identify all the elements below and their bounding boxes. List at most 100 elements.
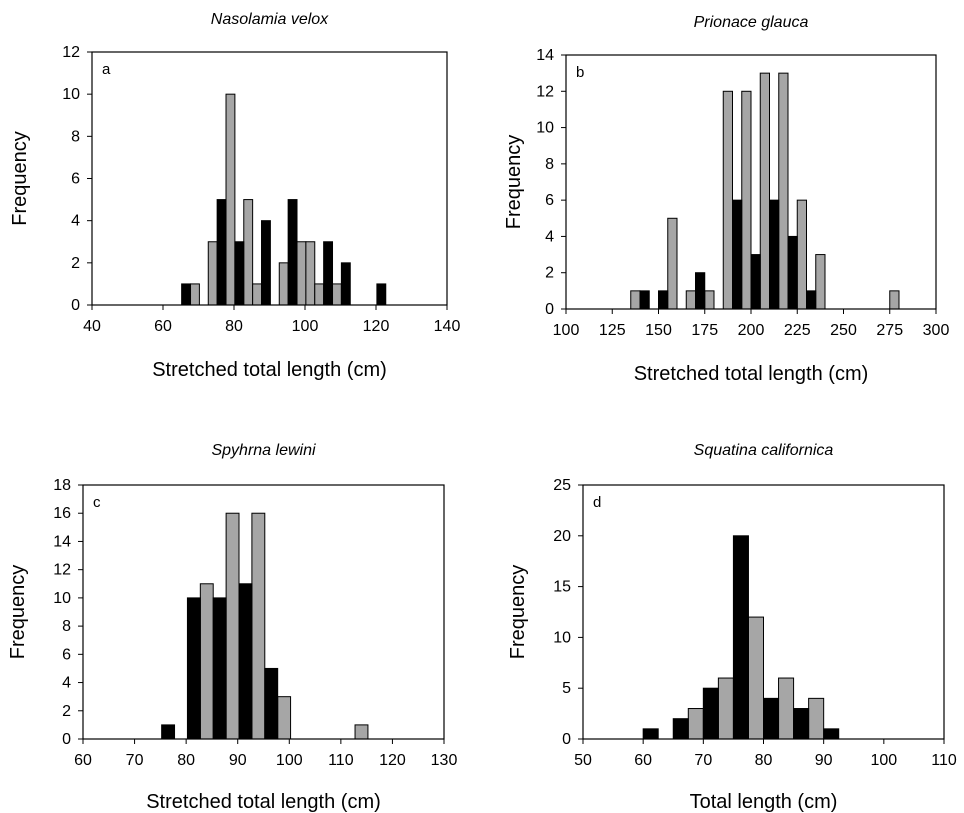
histogram-bar: [815, 254, 826, 310]
histogram-bar: [186, 597, 201, 740]
histogram-bar: [672, 718, 689, 740]
histogram-bar: [808, 697, 825, 740]
histogram-bar: [252, 283, 263, 306]
y-tick-label: 8: [62, 618, 71, 635]
y-tick-label: 5: [562, 680, 571, 697]
histogram-bar: [190, 283, 200, 306]
histogram-bar: [243, 199, 254, 306]
y-tick-label: 2: [545, 265, 554, 282]
histogram-bar: [354, 724, 369, 740]
histogram-bar: [823, 728, 840, 740]
histogram-bar: [264, 667, 279, 740]
x-tick-label: 225: [784, 322, 811, 339]
x-tick-label: 100: [276, 752, 303, 769]
x-tick-label: 130: [431, 752, 458, 769]
y-tick-label: 14: [536, 47, 554, 64]
panel-letter: b: [576, 64, 584, 81]
histogram-bar: [332, 283, 342, 306]
histogram-bar: [732, 535, 749, 740]
histogram-bar: [769, 199, 780, 310]
y-tick-label: 10: [62, 86, 80, 103]
histogram-bar: [216, 199, 227, 306]
y-tick-label: 20: [553, 528, 571, 545]
y-tick-label: 2: [71, 255, 80, 272]
histogram-bar: [340, 262, 351, 306]
histogram-bar: [287, 199, 298, 306]
histogram-bar: [376, 283, 387, 306]
y-tick-label: 0: [562, 731, 571, 748]
histogram-bar: [695, 272, 706, 310]
histogram-bar: [639, 290, 650, 310]
histogram-bar: [732, 199, 743, 310]
x-axis-label: Stretched total length (cm): [634, 363, 869, 385]
x-tick-label: 110: [931, 752, 957, 769]
y-tick-label: 0: [71, 297, 80, 314]
x-tick-label: 100: [553, 322, 580, 339]
x-tick-label: 125: [599, 322, 626, 339]
chart-panel-c: Spyhrna lewini c 60 70 80 90 100 110 120 130 0 2 4 6 8…: [7, 442, 457, 813]
chart-title: Nasolamia velox: [211, 11, 329, 28]
x-tick-label: 120: [363, 318, 390, 335]
x-tick-label: 80: [225, 318, 243, 335]
x-tick-label: 100: [870, 752, 897, 769]
panel-letter: c: [93, 494, 101, 511]
histogram-bar: [305, 241, 316, 306]
y-tick-label: 10: [553, 629, 571, 646]
y-tick-label: 4: [62, 675, 71, 692]
x-tick-label: 80: [177, 752, 195, 769]
histogram-bar: [658, 290, 669, 310]
y-tick-label: 12: [536, 83, 554, 100]
histogram-bar: [296, 241, 307, 306]
y-tick-label: 0: [62, 731, 71, 748]
histogram-bar: [685, 290, 696, 310]
y-tick-label: 6: [545, 192, 554, 209]
histogram-bar: [278, 262, 289, 306]
chart-title: Spyhrna lewini: [211, 442, 316, 459]
histogram-bar: [778, 677, 795, 740]
y-tick-label: 14: [53, 533, 71, 550]
x-tick-label: 275: [876, 322, 903, 339]
histogram-bar: [181, 283, 192, 306]
histogram-bar: [314, 283, 325, 306]
chart-panel-d: Squatina californica d 50 60 70 80 90 100 110 0 5 1…: [507, 442, 957, 813]
y-axis-label: Frequency: [503, 135, 525, 230]
y-axis-label: Frequency: [507, 565, 529, 660]
panel-letter: d: [593, 494, 601, 511]
y-tick-label: 10: [536, 120, 554, 137]
y-tick-label: 0: [545, 301, 554, 318]
histogram-bar: [763, 697, 780, 740]
x-tick-label: 80: [755, 752, 773, 769]
x-tick-label: 175: [691, 322, 718, 339]
y-tick-label: 16: [53, 505, 71, 522]
y-tick-label: 25: [553, 477, 571, 494]
y-tick-label: 18: [53, 477, 71, 494]
x-tick-label: 100: [292, 318, 319, 335]
chart-title: Squatina californica: [694, 442, 834, 459]
histogram-bar: [747, 616, 764, 740]
y-tick-label: 4: [545, 228, 554, 245]
histogram-bar: [630, 290, 641, 310]
histogram-bar: [251, 512, 266, 740]
histogram-bar: [642, 728, 659, 740]
x-tick-label: 250: [830, 322, 857, 339]
y-tick-label: 12: [53, 562, 71, 579]
x-tick-label: 90: [815, 752, 833, 769]
histogram-bar: [212, 597, 227, 740]
y-axis-label: Frequency: [9, 131, 31, 226]
histogram-bar: [796, 199, 807, 310]
histogram-bar: [225, 93, 236, 306]
panel-letter: a: [102, 61, 111, 78]
histogram-bar: [687, 708, 704, 740]
x-axis-label: Stretched total length (cm): [146, 791, 381, 813]
histogram-bar: [793, 708, 810, 740]
x-tick-label: 60: [634, 752, 652, 769]
histogram-bar: [667, 217, 678, 310]
x-tick-label: 70: [126, 752, 144, 769]
histogram-bar: [207, 241, 218, 306]
y-tick-label: 12: [62, 44, 80, 61]
x-axis-label: Stretched total length (cm): [152, 359, 387, 381]
histogram-bar: [702, 687, 719, 740]
x-tick-label: 200: [738, 322, 765, 339]
